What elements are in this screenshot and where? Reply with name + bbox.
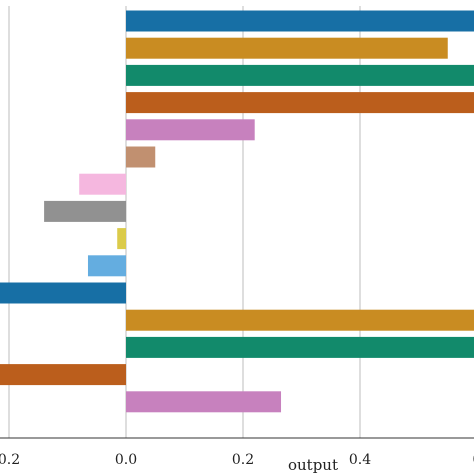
bar-11	[0, 282, 126, 304]
bar-8	[44, 200, 126, 222]
x-tick-label-4: 0	[473, 452, 474, 468]
bar-3	[126, 64, 474, 86]
bar-15	[126, 391, 282, 413]
bar-10	[87, 255, 126, 277]
x-axis-title: output	[288, 456, 338, 474]
x-tick-label-0: 0.2	[0, 452, 20, 468]
x-tick-labels: 0.2 0.0 0.2 0.4 0	[0, 452, 474, 468]
bar-7	[79, 173, 126, 195]
bar-12	[126, 309, 474, 331]
bar-13	[126, 336, 474, 358]
bars	[0, 10, 474, 413]
bar-9	[117, 228, 126, 250]
bar-14	[0, 364, 126, 386]
x-tick-label-3: 0.4	[349, 452, 371, 468]
bar-1	[126, 10, 474, 32]
x-tick-label-1: 0.0	[115, 452, 137, 468]
bar-2	[126, 37, 448, 59]
x-tick-label-2: 0.2	[232, 452, 254, 468]
bar-4	[126, 92, 474, 114]
bar-5	[126, 119, 255, 141]
bar-6	[126, 146, 156, 168]
